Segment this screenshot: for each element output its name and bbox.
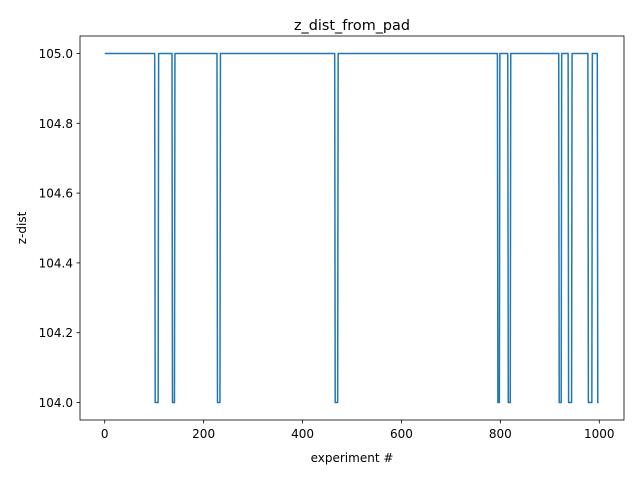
x-tick-label: 0	[101, 427, 109, 441]
x-tick-label: 800	[489, 427, 512, 441]
x-tick-label: 1000	[584, 427, 615, 441]
x-axis-label: experiment #	[311, 451, 394, 465]
y-tick-label: 104.6	[39, 187, 73, 201]
y-tick-label: 105.0	[39, 47, 73, 61]
series-line	[104, 52, 599, 404]
plot-area	[79, 35, 625, 421]
y-axis-label: z-dist	[15, 211, 29, 244]
x-axis: 0 200 400 600 800 1000	[101, 420, 615, 441]
x-tick-label: 200	[192, 427, 215, 441]
chart-title: z_dist_from_pad	[294, 18, 410, 34]
x-tick-label: 400	[291, 427, 314, 441]
axes-frame	[79, 35, 625, 421]
x-tick-label: 600	[390, 427, 413, 441]
y-axis: 104.0 104.2 104.4 104.6 104.8 105.0	[39, 47, 80, 410]
y-tick-label: 104.2	[39, 326, 73, 340]
y-tick-label: 104.4	[39, 256, 73, 270]
y-tick-label: 104.8	[39, 117, 73, 131]
y-tick-label: 104.0	[39, 396, 73, 410]
